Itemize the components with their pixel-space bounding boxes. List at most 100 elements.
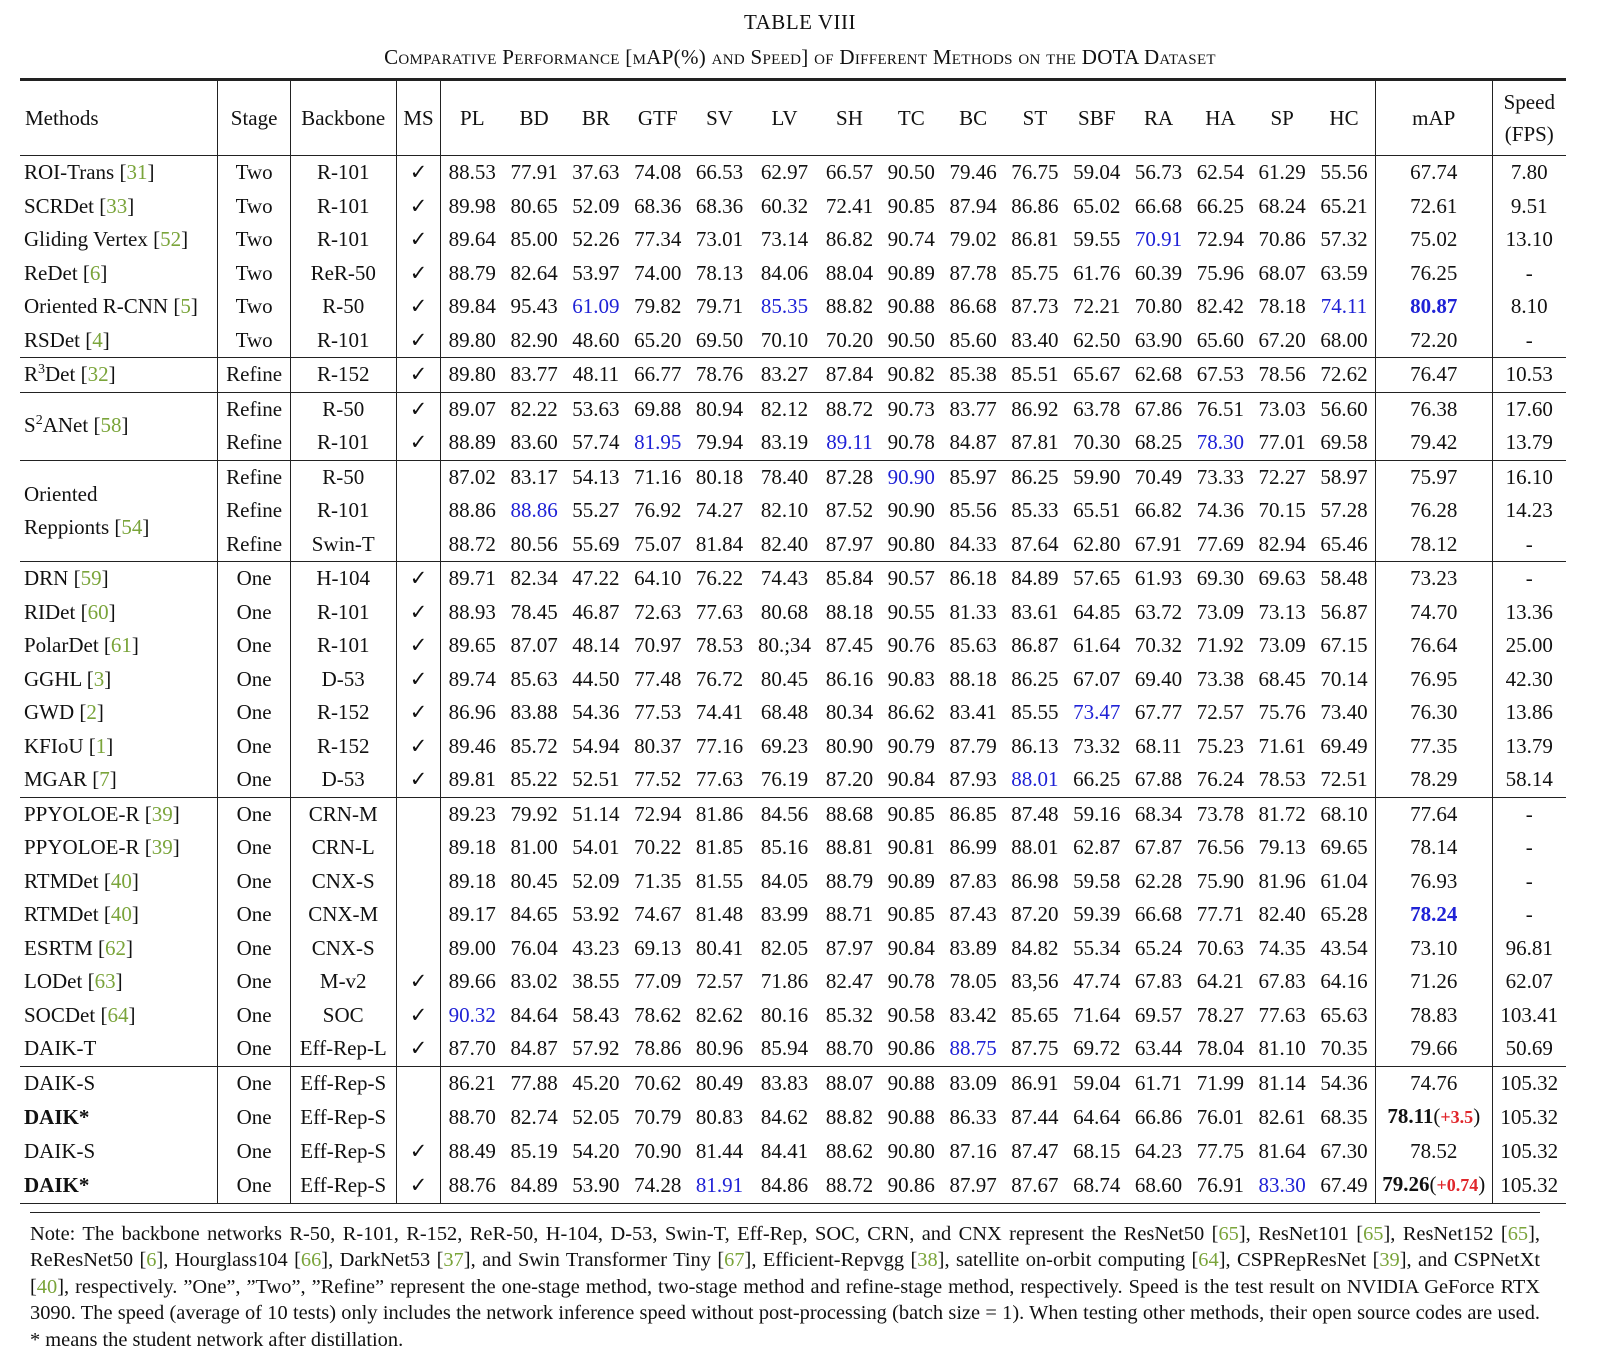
bracket: [ [30, 1275, 37, 1298]
ap-cell: 87.79 [949, 733, 997, 758]
method-cell: RSDet [4] [20, 323, 219, 358]
method-cell: Gliding Vertex [52] [20, 223, 219, 257]
backbone-cell: CNX-S [290, 864, 397, 898]
ap-cell: 76.19 [760, 767, 809, 791]
ap-cell: 83.60 [510, 430, 558, 454]
map-value: 76.47 [1410, 362, 1458, 386]
ap-cell: 79.13 [1258, 835, 1306, 859]
citation: 65 [1507, 1222, 1529, 1245]
ap-cell: 60.32 [760, 193, 809, 218]
ap-cell: 71.86 [760, 969, 809, 993]
ap-cell: 79.94 [695, 430, 744, 454]
ap-cell: 90.78 [887, 430, 935, 454]
ap-cell: 87.02 [440, 459, 504, 494]
ap-cell: 80.96 [695, 1036, 744, 1060]
ap-cell: 90.80 [887, 1138, 935, 1163]
stage-cell: One [217, 629, 291, 663]
table-note: Note: The backbone networks R-50, R-101,… [30, 1211, 1541, 1354]
ap-cell: 86.25 [1011, 666, 1059, 691]
ap-cell: 86.96 [448, 700, 496, 724]
ap-cell: 67.07 [1073, 666, 1121, 691]
ms-cell: ✓ [396, 696, 442, 730]
ap-cell: 70.10 [760, 327, 809, 352]
ap-cell: 74.27 [695, 498, 744, 522]
bracket: ] [172, 835, 180, 859]
ap-cell: 87.67 [1004, 1168, 1066, 1204]
stage-cell: One [217, 1168, 291, 1204]
speed-cell: - [1525, 835, 1533, 859]
backbone-cell: R-101 [290, 494, 397, 528]
ap-cell: 53.90 [565, 1168, 627, 1204]
ap-cell: 38.55 [572, 969, 620, 993]
ap-cell: 54.20 [572, 1138, 620, 1163]
bracket: [ [74, 700, 87, 724]
ap-cell: 90.88 [880, 1065, 943, 1100]
ap-cell: 55.34 [1073, 935, 1121, 960]
bracket: [ [82, 969, 95, 993]
ap-cell: 73.03 [1251, 391, 1314, 426]
ap-cell: 78.62 [634, 1002, 682, 1027]
method-text: R [24, 362, 39, 386]
ap-cell: 77.69 [1196, 531, 1244, 556]
ap-cell: 90.89 [887, 260, 935, 285]
method-text: DAIK-S [24, 1138, 96, 1163]
stage-cell: Two [217, 155, 291, 190]
note-text: , ReResNet50 [30, 1222, 1541, 1272]
ms-cell: ✓ [396, 357, 442, 392]
speed-cell: 105.32 [1500, 1138, 1559, 1163]
method-cell: Oriented R-CNN [5] [20, 290, 219, 324]
ap-cell: 63.59 [1313, 256, 1376, 290]
ap-cell: 80.65 [510, 193, 558, 218]
ap-cell: 59.90 [1065, 459, 1128, 494]
stage-cell: One [217, 1065, 291, 1100]
ap-cell: 83.27 [750, 357, 819, 392]
method-name: DAIK-S [24, 1071, 95, 1095]
bracket: [ [98, 902, 111, 926]
method-name: PPYOLOE-R [24, 802, 140, 826]
method-name: KFIoU [24, 734, 84, 758]
table-row: MGAR [7] One D-53 ✓ 89.81 85.22 52.51 77.52 77.6… [20, 763, 1566, 797]
map-value: 76.95 [1410, 666, 1458, 691]
table-row: SCRDet [33] Two R-101 ✓ 89.98 80.65 52.09 68.36… [20, 189, 1566, 223]
citation: 32 [87, 362, 109, 386]
superscript: 3 [38, 362, 46, 377]
ap-cell: 73.40 [1313, 696, 1376, 730]
bracket: ] [108, 362, 116, 386]
speed-cell: - [1525, 531, 1533, 556]
ap-cell: 78.56 [1251, 357, 1314, 392]
map-value: 76.25 [1410, 260, 1458, 285]
table-row: S2ANet [58] Refine R-50 ✓ 89.07 82.22 53.63 69.… [20, 391, 1566, 460]
method-text: ROI-Trans [24, 160, 115, 184]
bracket: ] [1399, 1249, 1407, 1271]
citation: 64 [107, 1002, 129, 1027]
ap-cell: 90.80 [887, 531, 935, 556]
ms-cell [396, 494, 442, 528]
ap-cell: 83.17 [503, 459, 566, 494]
ap-cell: 89.07 [440, 391, 504, 426]
ap-cell: 70.97 [634, 633, 682, 657]
ap-cell: 90.58 [887, 1002, 935, 1027]
stage-cell: One [217, 1032, 291, 1066]
ap-cell: 89.18 [448, 868, 496, 893]
method-text: SCRDet [24, 193, 95, 218]
backbone-cell: R-101 [290, 595, 397, 629]
method-text: RSDet [24, 327, 81, 352]
table-row: GGHL [3] One D-53 ✓ 89.74 85.63 44.50 77.48 76.7… [20, 662, 1566, 696]
stage-cell: One [217, 998, 291, 1032]
ap-cell: 87.20 [1011, 902, 1059, 926]
bracket: ] [1218, 1249, 1226, 1271]
ap-cell: 71.99 [1189, 1065, 1252, 1100]
ap-cell: 88.18 [825, 599, 874, 624]
method-text: PPYOLOE-R [24, 801, 140, 826]
ap-cell: 54.13 [565, 459, 627, 494]
note-text: , respectively. ”One”, ”Two”, ”Refine” r… [30, 1275, 1540, 1351]
ap-cell: 85.51 [1004, 357, 1066, 392]
ap-cell: 59.58 [1073, 868, 1121, 893]
ap-cell: 67.86 [1127, 391, 1190, 426]
map-cell: 79.66 [1375, 1032, 1493, 1066]
ap-cell: 52.26 [572, 227, 620, 251]
ap-cell: 65.28 [1313, 898, 1376, 932]
ms-cell: ✓ [396, 595, 442, 629]
column-header: GTF [626, 81, 689, 156]
ap-cell: 84.65 [510, 902, 558, 926]
